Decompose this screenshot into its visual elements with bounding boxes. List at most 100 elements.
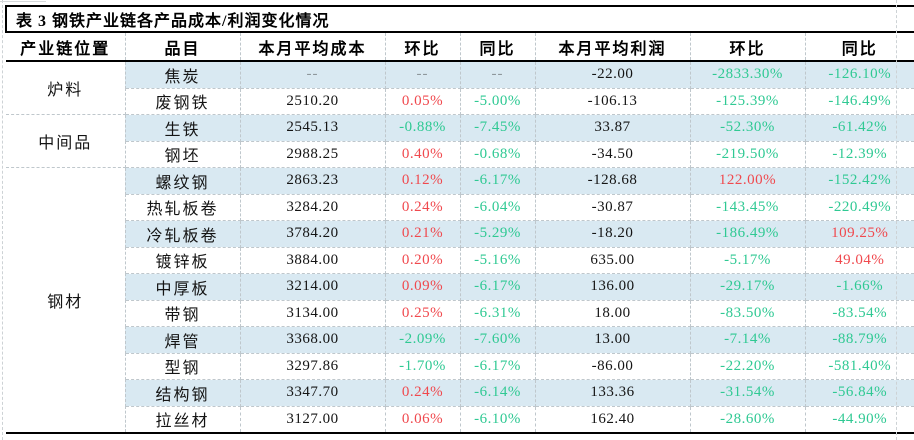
- profit-yoy-cell: -56.84%: [804, 379, 914, 407]
- profit-yoy-cell: -220.49%: [804, 193, 914, 221]
- cost-mom-cell: 0.06%: [384, 405, 461, 434]
- item-cell: 螺纹钢: [124, 167, 241, 195]
- profit-mom-cell: -2833.30%: [689, 60, 806, 89]
- table-row: 拉丝材 3127.00 0.06% -6.10% 162.40 -28.60% -44.90…: [6, 405, 914, 434]
- table-row: 中间品 生铁 2545.13 -0.88% -7.45% 33.87 -52.30% -61.…: [6, 114, 914, 168]
- profit-yoy-cell: -61.42%: [804, 114, 914, 142]
- item-cell: 钢坯: [124, 140, 241, 168]
- profit-yoy-cell: 109.25%: [804, 220, 914, 248]
- table-row: 带钢 3134.00 0.25% -6.31% 18.00 -83.50% -83.54%: [6, 299, 914, 327]
- cost-yoy-cell: -6.17%: [459, 352, 536, 380]
- item-cell: 焊管: [124, 326, 241, 354]
- profit-mom-cell: -186.49%: [689, 220, 806, 248]
- cost-cell: 3284.20: [239, 193, 386, 221]
- chain-position-cell: 中间品: [6, 114, 126, 168]
- profit-mom-cell: -125.39%: [689, 87, 806, 115]
- cost-yoy-cell: -6.10%: [459, 405, 536, 434]
- profit-mom-cell: -83.50%: [689, 299, 806, 327]
- cost-cell: --: [239, 60, 386, 89]
- cost-mom-cell: --: [384, 60, 461, 89]
- table-row: 炉料 焦炭 -- -- -- -22.00 -2833.30% -126.10%: [6, 60, 914, 115]
- cost-yoy-cell: -6.17%: [459, 273, 536, 301]
- chain-position-cell: 钢材: [6, 167, 126, 434]
- column-header-1: 产业链位置: [6, 32, 125, 62]
- gridline-artifact-top: [0, 1, 46, 2]
- cost-mom-cell: 0.09%: [384, 273, 461, 301]
- profit-cell: -128.68: [534, 167, 691, 195]
- cost-mom-cell: 0.25%: [384, 299, 461, 327]
- profit-cell: -106.13: [534, 87, 691, 115]
- item-cell: 拉丝材: [124, 405, 241, 434]
- cost-mom-cell: -0.88%: [384, 114, 461, 142]
- profit-mom-cell: -31.54%: [689, 379, 806, 407]
- item-cell: 中厚板: [124, 273, 241, 301]
- profit-yoy-cell: -1.66%: [804, 273, 914, 301]
- cost-cell: 3297.86: [239, 352, 386, 380]
- table-row: 中厚板 3214.00 0.09% -6.17% 136.00 -29.17% -1.66%: [6, 273, 914, 301]
- profit-cell: 133.36: [534, 379, 691, 407]
- profit-mom-cell: -22.20%: [689, 352, 806, 380]
- cost-mom-cell: 0.12%: [384, 167, 461, 195]
- column-header-7: 环比: [689, 32, 805, 62]
- item-cell: 生铁: [124, 114, 241, 142]
- profit-yoy-cell: -581.40%: [804, 352, 914, 380]
- cost-cell: 2545.13: [239, 114, 386, 142]
- profit-cell: -30.87: [534, 193, 691, 221]
- item-cell: 结构钢: [124, 379, 241, 407]
- profit-yoy-cell: -83.54%: [804, 299, 914, 327]
- cost-mom-cell: 0.05%: [384, 87, 461, 115]
- profit-mom-cell: -219.50%: [689, 140, 806, 168]
- cost-cell: 3784.20: [239, 220, 386, 248]
- profit-cell: 18.00: [534, 299, 691, 327]
- profit-cell: 162.40: [534, 405, 691, 434]
- profit-mom-cell: -143.45%: [689, 193, 806, 221]
- profit-cell: 13.00: [534, 326, 691, 354]
- cost-yoy-cell: -6.14%: [459, 379, 536, 407]
- page-break-gridline-right: [896, 0, 897, 440]
- cost-cell: 3127.00: [239, 405, 386, 434]
- profit-cell: -22.00: [534, 60, 691, 89]
- header-row: 产业链位置 品目 本月平均成本 环比 同比 本月平均利润 环比 同比: [6, 32, 914, 62]
- profit-cell: 635.00: [534, 246, 691, 274]
- profit-cell: 136.00: [534, 273, 691, 301]
- profit-cell: -86.00: [534, 352, 691, 380]
- cost-yoy-cell: -5.29%: [459, 220, 536, 248]
- table-row: 钢材 螺纹钢 2863.23 0.12% -6.17% -128.68 122.00% -15…: [6, 167, 914, 434]
- profit-mom-cell: 122.00%: [689, 167, 806, 195]
- table-row: 冷轧板卷 3784.20 0.21% -5.29% -18.20 -186.49% 109.…: [6, 220, 914, 248]
- cost-cell: 3214.00: [239, 273, 386, 301]
- cost-profit-table: 表 3 钢铁产业链各产品成本/利润变化情况 产业链位置 品目 本月平均成本 环比 同比本…: [4, 5, 914, 434]
- page-break-gridline-left: [2, 0, 3, 440]
- item-cell: 带钢: [124, 299, 241, 327]
- profit-yoy-cell: 49.04%: [804, 246, 914, 274]
- cost-cell: 3134.00: [239, 299, 386, 327]
- cost-cell: 2863.23: [239, 167, 386, 195]
- column-header-3: 本月平均成本: [239, 32, 385, 62]
- profit-yoy-cell: -44.90%: [804, 405, 914, 434]
- profit-yoy-cell: -146.49%: [804, 87, 914, 115]
- column-header-5: 同比: [459, 32, 535, 62]
- cost-mom-cell: 0.40%: [384, 140, 461, 168]
- cost-yoy-cell: -6.31%: [459, 299, 536, 327]
- cost-cell: 3368.00: [239, 326, 386, 354]
- cost-yoy-cell: -6.17%: [459, 167, 536, 195]
- title-row: 表 3 钢铁产业链各产品成本/利润变化情况: [4, 5, 914, 33]
- cost-mom-cell: -1.70%: [384, 352, 461, 380]
- item-cell: 镀锌板: [124, 246, 241, 274]
- cost-cell: 3347.70: [239, 379, 386, 407]
- profit-cell: -18.20: [534, 220, 691, 248]
- cost-yoy-cell: -5.16%: [459, 246, 536, 274]
- profit-mom-cell: -5.17%: [689, 246, 806, 274]
- cost-yoy-cell: --: [459, 60, 536, 89]
- profit-mom-cell: -52.30%: [689, 114, 806, 142]
- profit-yoy-cell: -152.42%: [804, 167, 914, 195]
- column-header-6: 本月平均利润: [534, 32, 690, 62]
- cost-mom-cell: -2.09%: [384, 326, 461, 354]
- item-cell: 型钢: [124, 352, 241, 380]
- table-body: 炉料 焦炭 -- -- -- -22.00 -2833.30% -126.10% 废钢铁 2510…: [6, 60, 914, 434]
- cost-yoy-cell: -6.04%: [459, 193, 536, 221]
- profit-mom-cell: -7.14%: [689, 326, 806, 354]
- table-row: 结构钢 3347.70 0.24% -6.14% 133.36 -31.54% -56.84…: [6, 379, 914, 407]
- cost-mom-cell: 0.24%: [384, 379, 461, 407]
